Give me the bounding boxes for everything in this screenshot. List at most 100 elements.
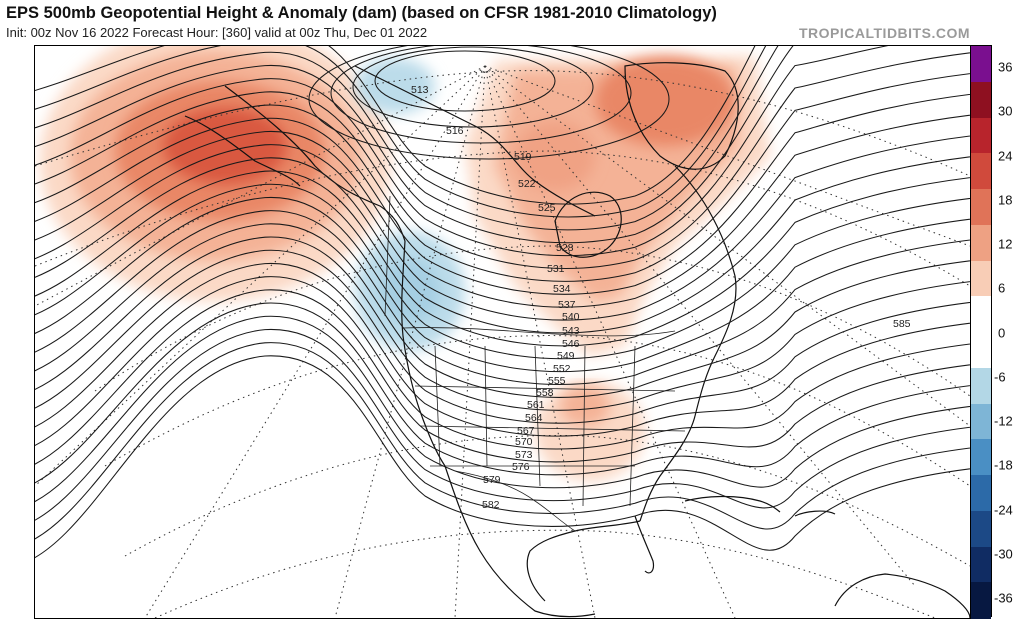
map-panel[interactable]: 513 516 519 522 525 528 531 534 537 540 543 546 549 5… xyxy=(34,45,971,619)
contour-label: 576 xyxy=(512,461,530,473)
height-contour xyxy=(35,223,970,398)
height-contour xyxy=(35,276,970,450)
height-contour xyxy=(35,73,970,282)
contour-label: 525 xyxy=(538,202,556,214)
contour-label: 549 xyxy=(557,350,575,362)
colorbar-segment xyxy=(971,475,991,512)
height-contour xyxy=(35,236,970,411)
height-contour xyxy=(35,263,970,437)
contour-label: 522 xyxy=(518,178,536,190)
contour-label: 579 xyxy=(483,474,501,486)
contour-label: 513 xyxy=(411,84,429,96)
colorbar-segment xyxy=(971,46,991,83)
contour-label: 543 xyxy=(562,325,580,337)
contour-label: 570 xyxy=(515,436,533,448)
height-contour xyxy=(35,355,970,559)
height-contour xyxy=(35,170,970,347)
colorbar-segment xyxy=(971,81,991,118)
colorbar-label: -18 xyxy=(994,457,1013,473)
height-contour xyxy=(35,46,756,205)
height-contour xyxy=(35,156,970,334)
colorbar-segment xyxy=(971,367,991,404)
political-borders xyxy=(384,195,686,532)
height-contour xyxy=(35,183,970,360)
contour-label: 585 xyxy=(893,318,911,330)
map-title: EPS 500mb Geopotential Height & Anomaly … xyxy=(6,4,717,22)
height-contour xyxy=(35,52,970,269)
graticule xyxy=(35,65,970,618)
contour-label: 531 xyxy=(547,263,565,275)
colorbar-segment xyxy=(971,403,991,440)
contour-label: 573 xyxy=(515,449,533,461)
contour-label: 546 xyxy=(562,338,580,350)
coastlines xyxy=(184,62,970,618)
anomaly-ridge-hudson-core xyxy=(515,121,595,191)
colorbar-label: -12 xyxy=(994,413,1013,429)
height-contour xyxy=(35,210,970,385)
anomaly-trough-pnw-core xyxy=(380,259,440,323)
colorbar-label: 24 xyxy=(998,148,1013,163)
height-contour xyxy=(35,93,970,295)
colorbar-segment xyxy=(971,153,991,190)
contour-label: 561 xyxy=(527,399,545,411)
colorbar-label: 30 xyxy=(998,103,1013,119)
height-contour-closed xyxy=(308,46,670,160)
contour-label: 528 xyxy=(556,242,574,254)
colorbar-label: 18 xyxy=(998,192,1013,208)
colorbar-segment xyxy=(971,332,991,369)
height-contour xyxy=(35,46,889,257)
height-contour xyxy=(35,342,970,540)
colorbar-label: 0 xyxy=(998,325,1006,340)
colorbar-segment xyxy=(971,117,991,154)
colorbar-segment xyxy=(971,510,991,547)
height-contour xyxy=(35,46,767,218)
contour-label: 534 xyxy=(553,283,571,295)
colorbar-segment xyxy=(971,439,991,476)
colorbar-label: 36 xyxy=(998,59,1013,75)
colorbar-label: -30 xyxy=(994,546,1013,562)
colorbar-label: -36 xyxy=(994,590,1013,606)
anomaly-colorbar xyxy=(970,45,992,619)
height-contour xyxy=(35,135,970,321)
height-contour xyxy=(35,329,970,521)
colorbar-label: -24 xyxy=(994,502,1013,517)
height-contour xyxy=(35,114,970,308)
contour-label: 537 xyxy=(558,299,576,311)
colorbar-segment xyxy=(971,582,991,619)
colorbar-segment xyxy=(971,260,991,297)
height-contour-closed xyxy=(352,46,594,128)
height-contour xyxy=(35,302,970,484)
contour-label-layer: 5135165195225255285315345375405435465495… xyxy=(411,84,911,511)
height-contours xyxy=(35,46,970,559)
contour-label: 582 xyxy=(482,499,500,511)
colorbar-label: -6 xyxy=(994,369,1006,385)
contour-label: 540 xyxy=(562,311,580,323)
colorbar-segment xyxy=(971,296,991,333)
height-contour xyxy=(35,197,970,373)
map-subtitle: Init: 00z Nov 16 2022 Forecast Hour: [36… xyxy=(6,25,428,40)
height-contour xyxy=(35,46,794,244)
height-contour xyxy=(35,249,970,424)
contour-label: 552 xyxy=(553,363,571,375)
height-contour-closed xyxy=(330,46,632,144)
contour-label: 516 xyxy=(446,125,464,137)
anomaly-shading xyxy=(40,46,770,481)
colorbar-segment xyxy=(971,224,991,261)
height-contour xyxy=(35,46,779,231)
contour-label: 567 xyxy=(517,425,535,437)
map-canvas: 5135165195225255285315345375405435465495… xyxy=(35,46,970,618)
height-contour xyxy=(35,315,970,502)
contour-label: 555 xyxy=(548,375,566,387)
site-credit: TROPICALTIDBITS.COM xyxy=(798,25,970,41)
colorbar-segment xyxy=(971,546,991,583)
contour-label: 564 xyxy=(525,412,543,424)
anomaly-ridge-alaska-core xyxy=(163,108,287,184)
colorbar-label: 12 xyxy=(998,236,1013,252)
height-contour xyxy=(35,289,970,465)
colorbar-label: 6 xyxy=(998,280,1006,296)
height-contour-closed xyxy=(374,50,556,112)
anomaly-ridge-central-us-core xyxy=(560,386,610,426)
contour-label: 519 xyxy=(514,151,532,163)
colorbar-segment xyxy=(971,189,991,226)
contour-label: 558 xyxy=(536,387,554,399)
